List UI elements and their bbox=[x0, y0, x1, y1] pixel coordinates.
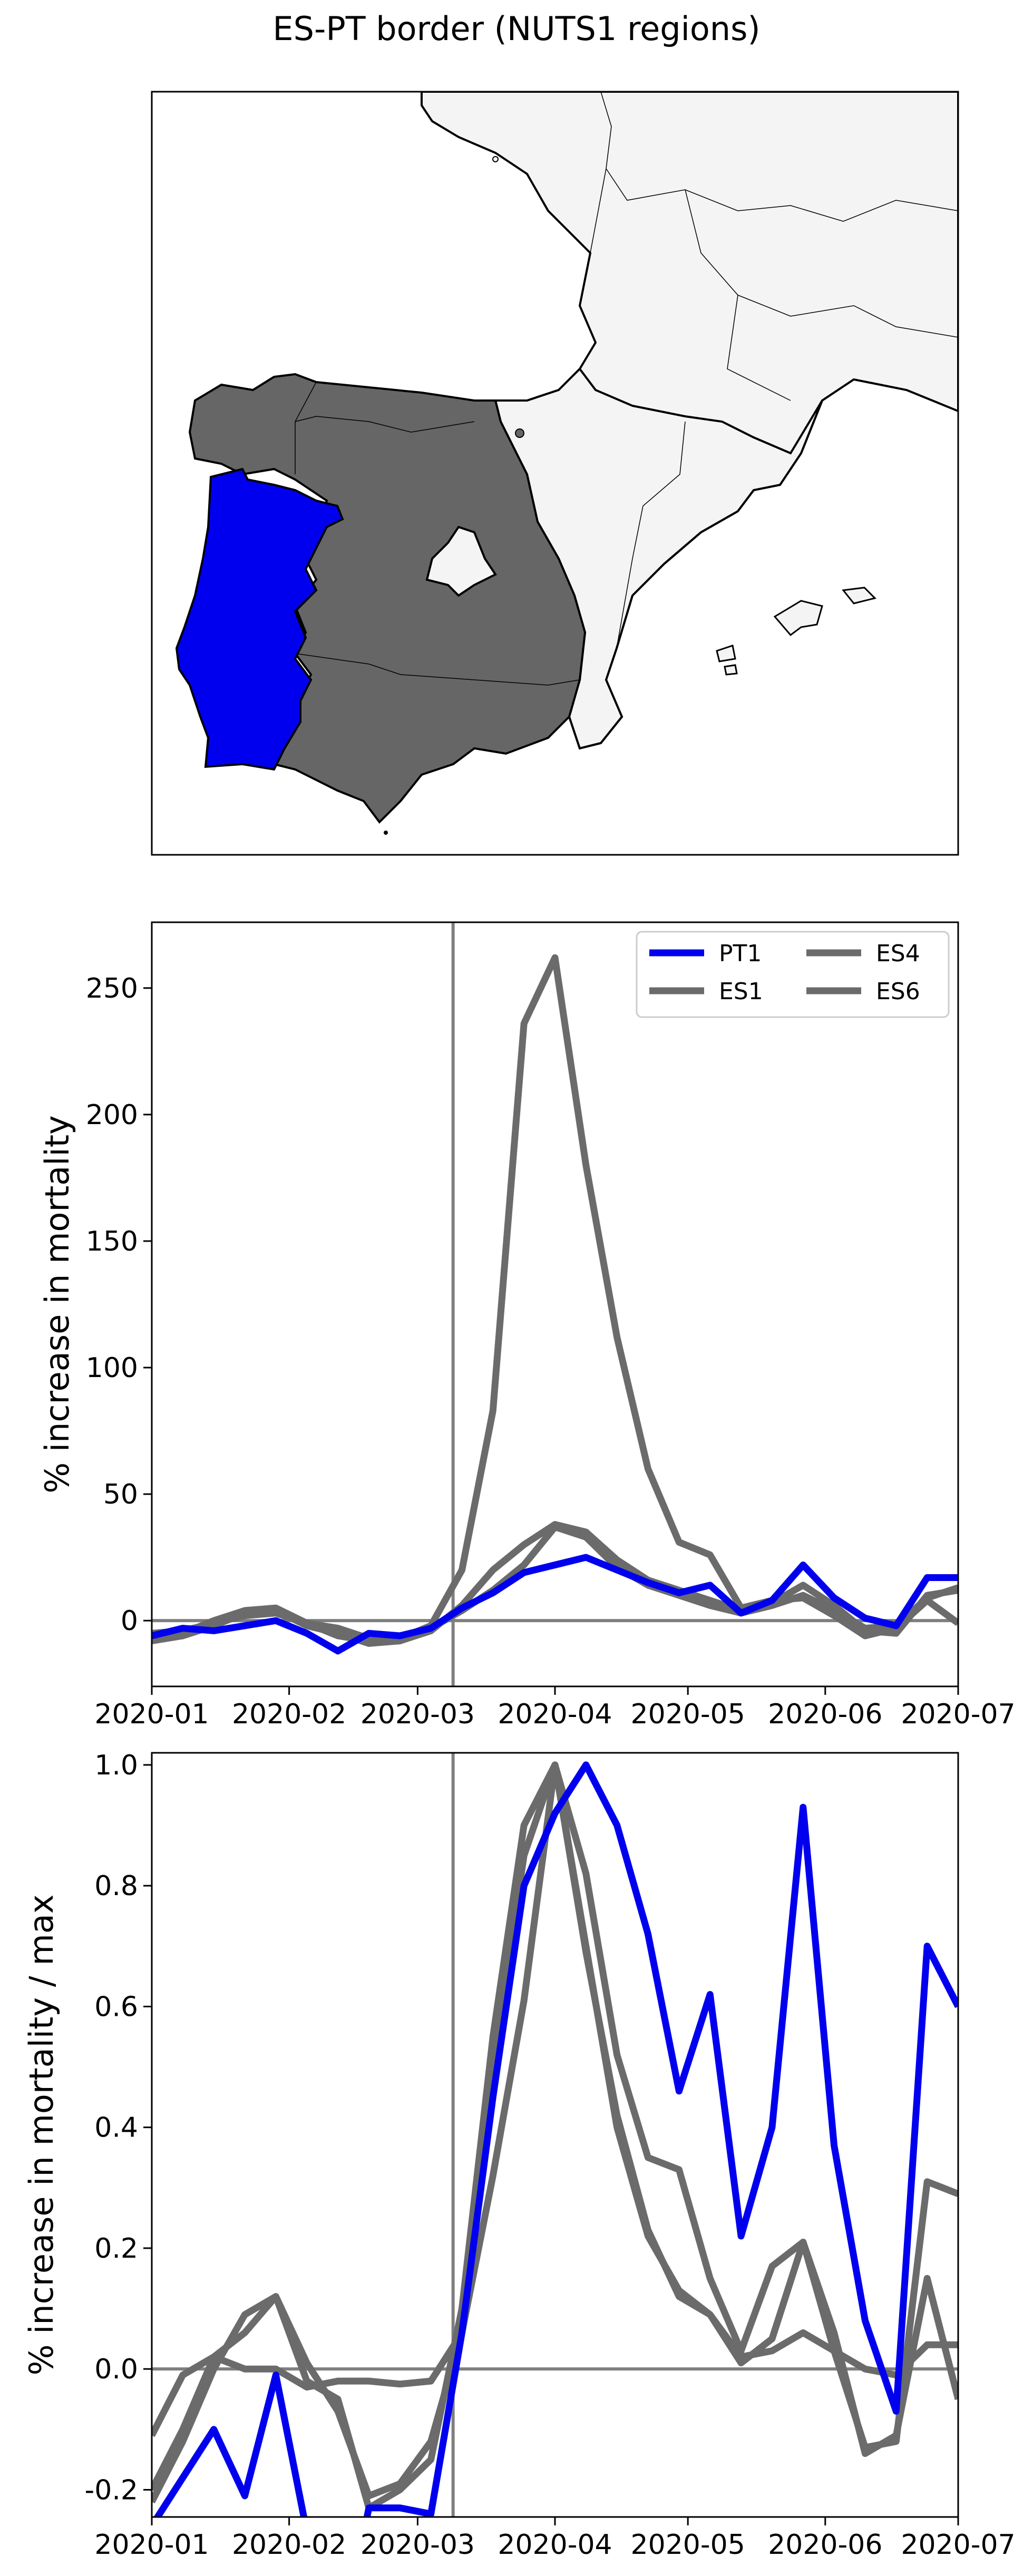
x-tick-label: 2020-07 bbox=[901, 2529, 1015, 2561]
normalized-chart-plot-area bbox=[152, 1753, 958, 2517]
x-tick-label: 2020-03 bbox=[360, 1699, 475, 1730]
x-tick-label: 2020-03 bbox=[360, 2529, 475, 2561]
x-tick-label: 2020-05 bbox=[631, 2529, 745, 2561]
y-tick-label: 250 bbox=[86, 973, 138, 1004]
y-tick-label: 1.0 bbox=[94, 1750, 138, 1781]
x-tick-label: 2020-04 bbox=[498, 1699, 612, 1730]
y-tick-label: 0.2 bbox=[94, 2233, 138, 2265]
y-tick-label: 50 bbox=[103, 1479, 138, 1510]
mortality-chart-plot-area bbox=[152, 922, 958, 1686]
y-tick-label: 100 bbox=[86, 1352, 138, 1384]
y-tick-label: 0.0 bbox=[94, 2354, 138, 2385]
y-tick-label: 0 bbox=[121, 1605, 138, 1637]
map-region-es-grey bbox=[188, 373, 587, 824]
series-line-es6 bbox=[152, 954, 958, 1645]
map-region-pt1 bbox=[175, 467, 344, 771]
y-tick-label: 150 bbox=[86, 1226, 138, 1257]
x-tick-label: 2020-02 bbox=[232, 1699, 346, 1730]
legend-label-es6: ES6 bbox=[876, 978, 920, 1005]
normalized-mortality-chart: -0.2 0.0 0.2 0.4 0.6 0.8 1.0 2020-01 2020-02 202… bbox=[22, 1750, 1016, 2561]
x-tick-label: 2020-01 bbox=[94, 1699, 209, 1730]
y-tick-label: 0.8 bbox=[94, 1870, 138, 1902]
legend-label-es4: ES4 bbox=[876, 940, 920, 967]
x-tick-label: 2020-06 bbox=[768, 1699, 882, 1730]
legend-label-pt1: PT1 bbox=[719, 940, 762, 967]
map-region-madrid bbox=[425, 525, 497, 597]
series-line-es6 bbox=[152, 1761, 958, 2437]
x-tick-label: 2020-01 bbox=[94, 2529, 209, 2561]
y-tick-label: 0.4 bbox=[94, 2112, 138, 2144]
series-line-pt1 bbox=[152, 1554, 958, 1655]
mortality-chart-ylabel: % increase in mortality bbox=[38, 1115, 76, 1493]
x-tick-label: 2020-04 bbox=[498, 2529, 612, 2561]
series-line-pt1 bbox=[153, 1761, 958, 2517]
x-tick-label: 2020-06 bbox=[768, 2529, 882, 2561]
mortality-chart: 0 50 100 150 200 250 2020-01 2020-02 2020-03 202… bbox=[38, 921, 1016, 1730]
map-panel bbox=[151, 91, 959, 856]
x-tick-label: 2020-05 bbox=[631, 1699, 745, 1730]
y-tick-label: -0.2 bbox=[85, 2474, 138, 2506]
normalized-chart-ylabel: % increase in mortality / max bbox=[22, 1895, 61, 2376]
legend: PT1 ES1 ES4 ES6 bbox=[636, 931, 950, 1018]
y-tick-label: 200 bbox=[86, 1099, 138, 1131]
y-tick-label: 0.6 bbox=[94, 1991, 138, 2023]
legend-label-es1: ES1 bbox=[719, 978, 763, 1005]
figure-title: ES-PT border (NUTS1 regions) bbox=[272, 9, 760, 48]
x-tick-label: 2020-07 bbox=[901, 1699, 1015, 1730]
x-tick-label: 2020-02 bbox=[232, 2529, 346, 2561]
